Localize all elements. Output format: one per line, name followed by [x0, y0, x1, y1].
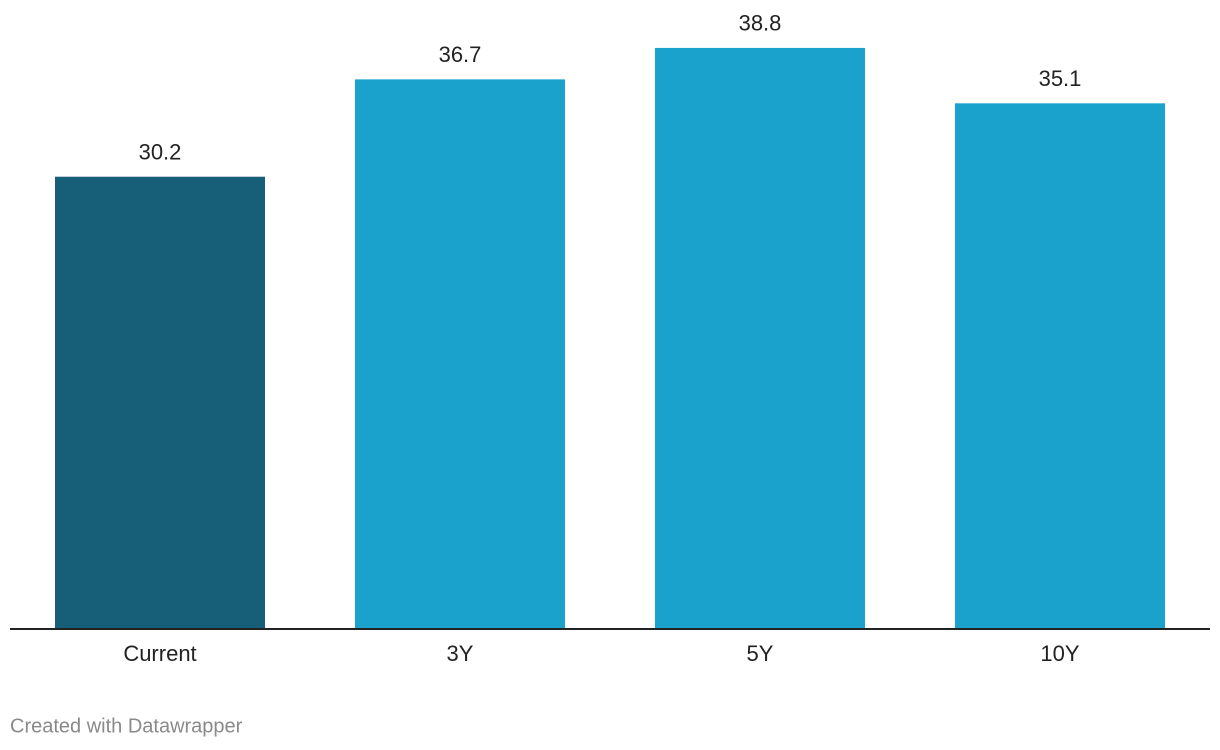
bar — [955, 103, 1165, 630]
x-tick-label: 3Y — [447, 641, 474, 666]
credit: Created with Datawrapper — [10, 715, 243, 737]
value-label: 38.8 — [739, 11, 782, 36]
bar — [55, 176, 265, 629]
bar — [655, 47, 865, 629]
x-tick-label: Current — [123, 641, 196, 666]
value-label: 36.7 — [439, 42, 482, 67]
bar — [355, 79, 565, 630]
value-label: 35.1 — [1039, 66, 1082, 91]
x-tick-label: 10Y — [1040, 641, 1079, 666]
value-label: 30.2 — [139, 140, 182, 165]
x-tick-label: 5Y — [747, 641, 774, 666]
